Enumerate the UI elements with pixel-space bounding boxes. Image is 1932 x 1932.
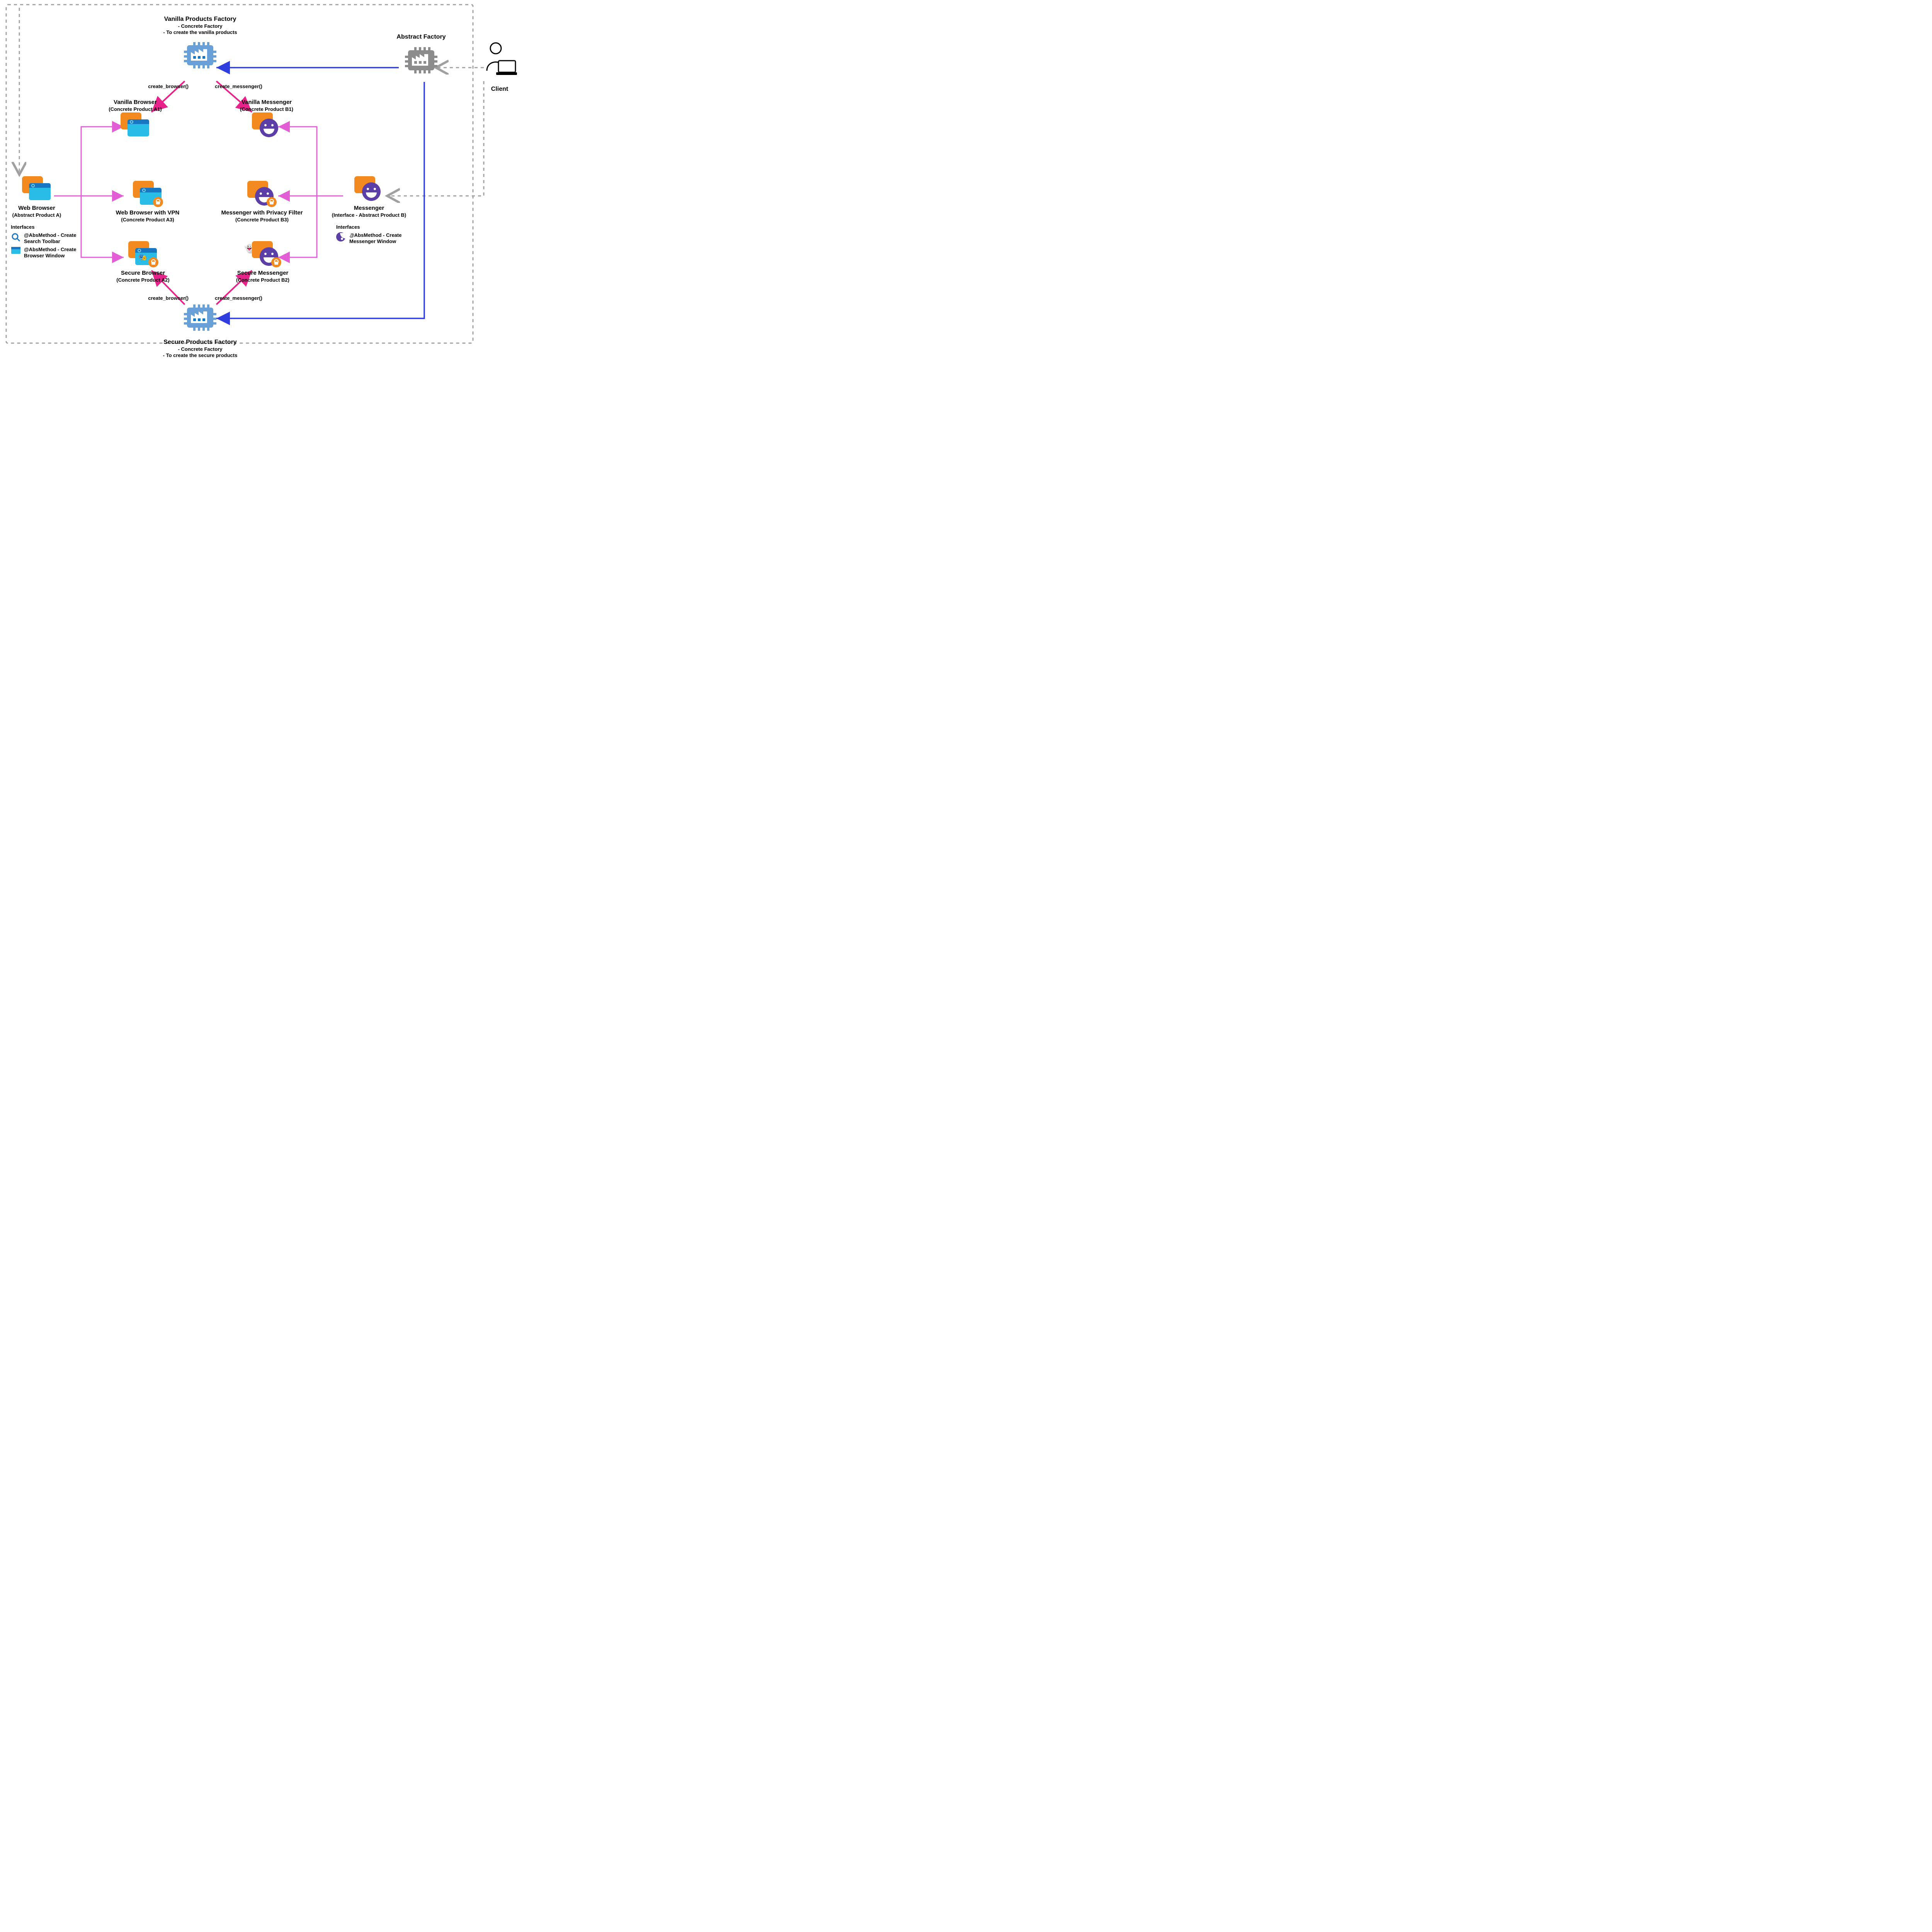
client-node: Client [478, 41, 521, 93]
webbrowser-label1: Web Browser [4, 205, 70, 212]
vanilla-factory-icon [182, 37, 219, 73]
secure-messenger-node: 👻 Secure Messenger (Concrete Product B2) [216, 241, 309, 283]
vanilla-method-right-label: create_messenger() [215, 83, 262, 89]
mask-icon: 🎭 [138, 253, 147, 262]
webbrowser-interfaces-title: Interfaces [11, 224, 88, 230]
secure-browser-icon: 🎭 [127, 241, 159, 270]
messenger-iface1: @AbsMethod - Create Messenger Window [349, 232, 401, 244]
abstract-factory-icon [403, 43, 440, 77]
vanilla-messenger-icon [250, 112, 283, 141]
webbrowser-iface1: @AbsMethod - Create Search Toolbar [24, 232, 76, 244]
vanilla-messenger-label2: (Concrete Product B1) [220, 106, 313, 112]
privacy-messenger-label2: (Concrete Product B3) [212, 217, 312, 223]
messenger-interfaces-title: Interfaces [336, 224, 421, 230]
secure-factory-icon [182, 300, 219, 335]
vanilla-browser-label2: (Concrete Product A1) [93, 106, 178, 112]
vanilla-factory-line1: - Concrete Factory [150, 23, 250, 29]
vanilla-factory-line2: - To create the vanilla products [150, 29, 250, 36]
search-icon [11, 232, 21, 242]
client-icon [482, 41, 517, 83]
vpn-browser-icon [131, 181, 164, 209]
secure-factory-node: Secure Products Factory - Concrete Facto… [150, 300, 250, 359]
secure-factory-line2: - To create the secure products [150, 352, 250, 359]
secure-method-right: create_messenger() [215, 295, 277, 301]
secure-messenger-label1: Secure Messenger [216, 270, 309, 277]
secure-method-right-label: create_messenger() [215, 295, 262, 301]
client-label: Client [478, 85, 521, 93]
abstract-factory-node: Abstract Factory [390, 33, 452, 80]
abstract-factory-label: Abstract Factory [390, 33, 452, 41]
secure-factory-line1: - Concrete Factory [150, 346, 250, 352]
secure-factory-title: Secure Products Factory [150, 338, 250, 346]
privacy-messenger-icon [246, 181, 278, 209]
vanilla-method-left: create_browser() [134, 83, 189, 90]
window-icon [11, 247, 21, 255]
webbrowser-iface2: @AbsMethod - Create Browser Window [24, 247, 76, 259]
secure-browser-label2: (Concrete Product A2) [100, 277, 185, 283]
secure-method-left-label: create_browser() [148, 295, 189, 301]
vanilla-messenger-node: Vanilla Messenger (Concrete Product B1) [220, 99, 313, 141]
vanilla-browser-label1: Vanilla Browser [93, 99, 178, 106]
lock-icon [271, 257, 281, 267]
messenger-abstract-node: Messenger (Interface - Abstract Product … [321, 176, 417, 218]
vanilla-browser-node: Vanilla Browser (Concrete Product A1) [93, 99, 178, 141]
secure-messenger-icon: 👻 [247, 241, 279, 270]
vpn-browser-node: Web Browser with VPN (Concrete Product A… [105, 181, 190, 223]
privacy-messenger-label1: Messenger with Privacy Filter [212, 209, 312, 217]
lock-icon [148, 257, 158, 267]
vanilla-browser-icon [119, 112, 151, 141]
secure-method-left: create_browser() [134, 295, 189, 301]
messenger-icon [353, 176, 385, 205]
diagram-stage: Client Abstract Factory Vanilla Products… [0, 0, 526, 355]
lock-icon [267, 197, 277, 207]
vanilla-factory-title: Vanilla Products Factory [150, 15, 250, 23]
webbrowser-abstract-node: Web Browser (Abstract Product A) [4, 176, 70, 218]
webbrowser-label2: (Abstract Product A) [4, 212, 70, 218]
vpn-browser-label2: (Concrete Product A3) [105, 217, 190, 223]
vanilla-factory-node: Vanilla Products Factory - Concrete Fact… [150, 15, 250, 75]
secure-messenger-label2: (Concrete Product B2) [216, 277, 309, 283]
secure-browser-node: 🎭 Secure Browser (Concrete Product A2) [100, 241, 185, 283]
vanilla-method-right: create_messenger() [215, 83, 277, 90]
messenger-label2: (Interface - Abstract Product B) [321, 212, 417, 218]
secure-browser-label1: Secure Browser [100, 270, 185, 277]
vpn-browser-label1: Web Browser with VPN [105, 209, 190, 217]
webbrowser-interfaces: Interfaces @AbsMethod - Create Search To… [11, 224, 88, 259]
vanilla-method-left-label: create_browser() [148, 83, 189, 89]
messenger-interfaces: Interfaces @AbsMethod - Create Messenger… [336, 224, 421, 244]
messenger-label1: Messenger [321, 205, 417, 212]
vanilla-messenger-label1: Vanilla Messenger [220, 99, 313, 106]
lock-icon [153, 197, 163, 207]
webbrowser-icon [20, 176, 53, 205]
privacy-messenger-node: Messenger with Privacy Filter (Concrete … [212, 181, 312, 223]
